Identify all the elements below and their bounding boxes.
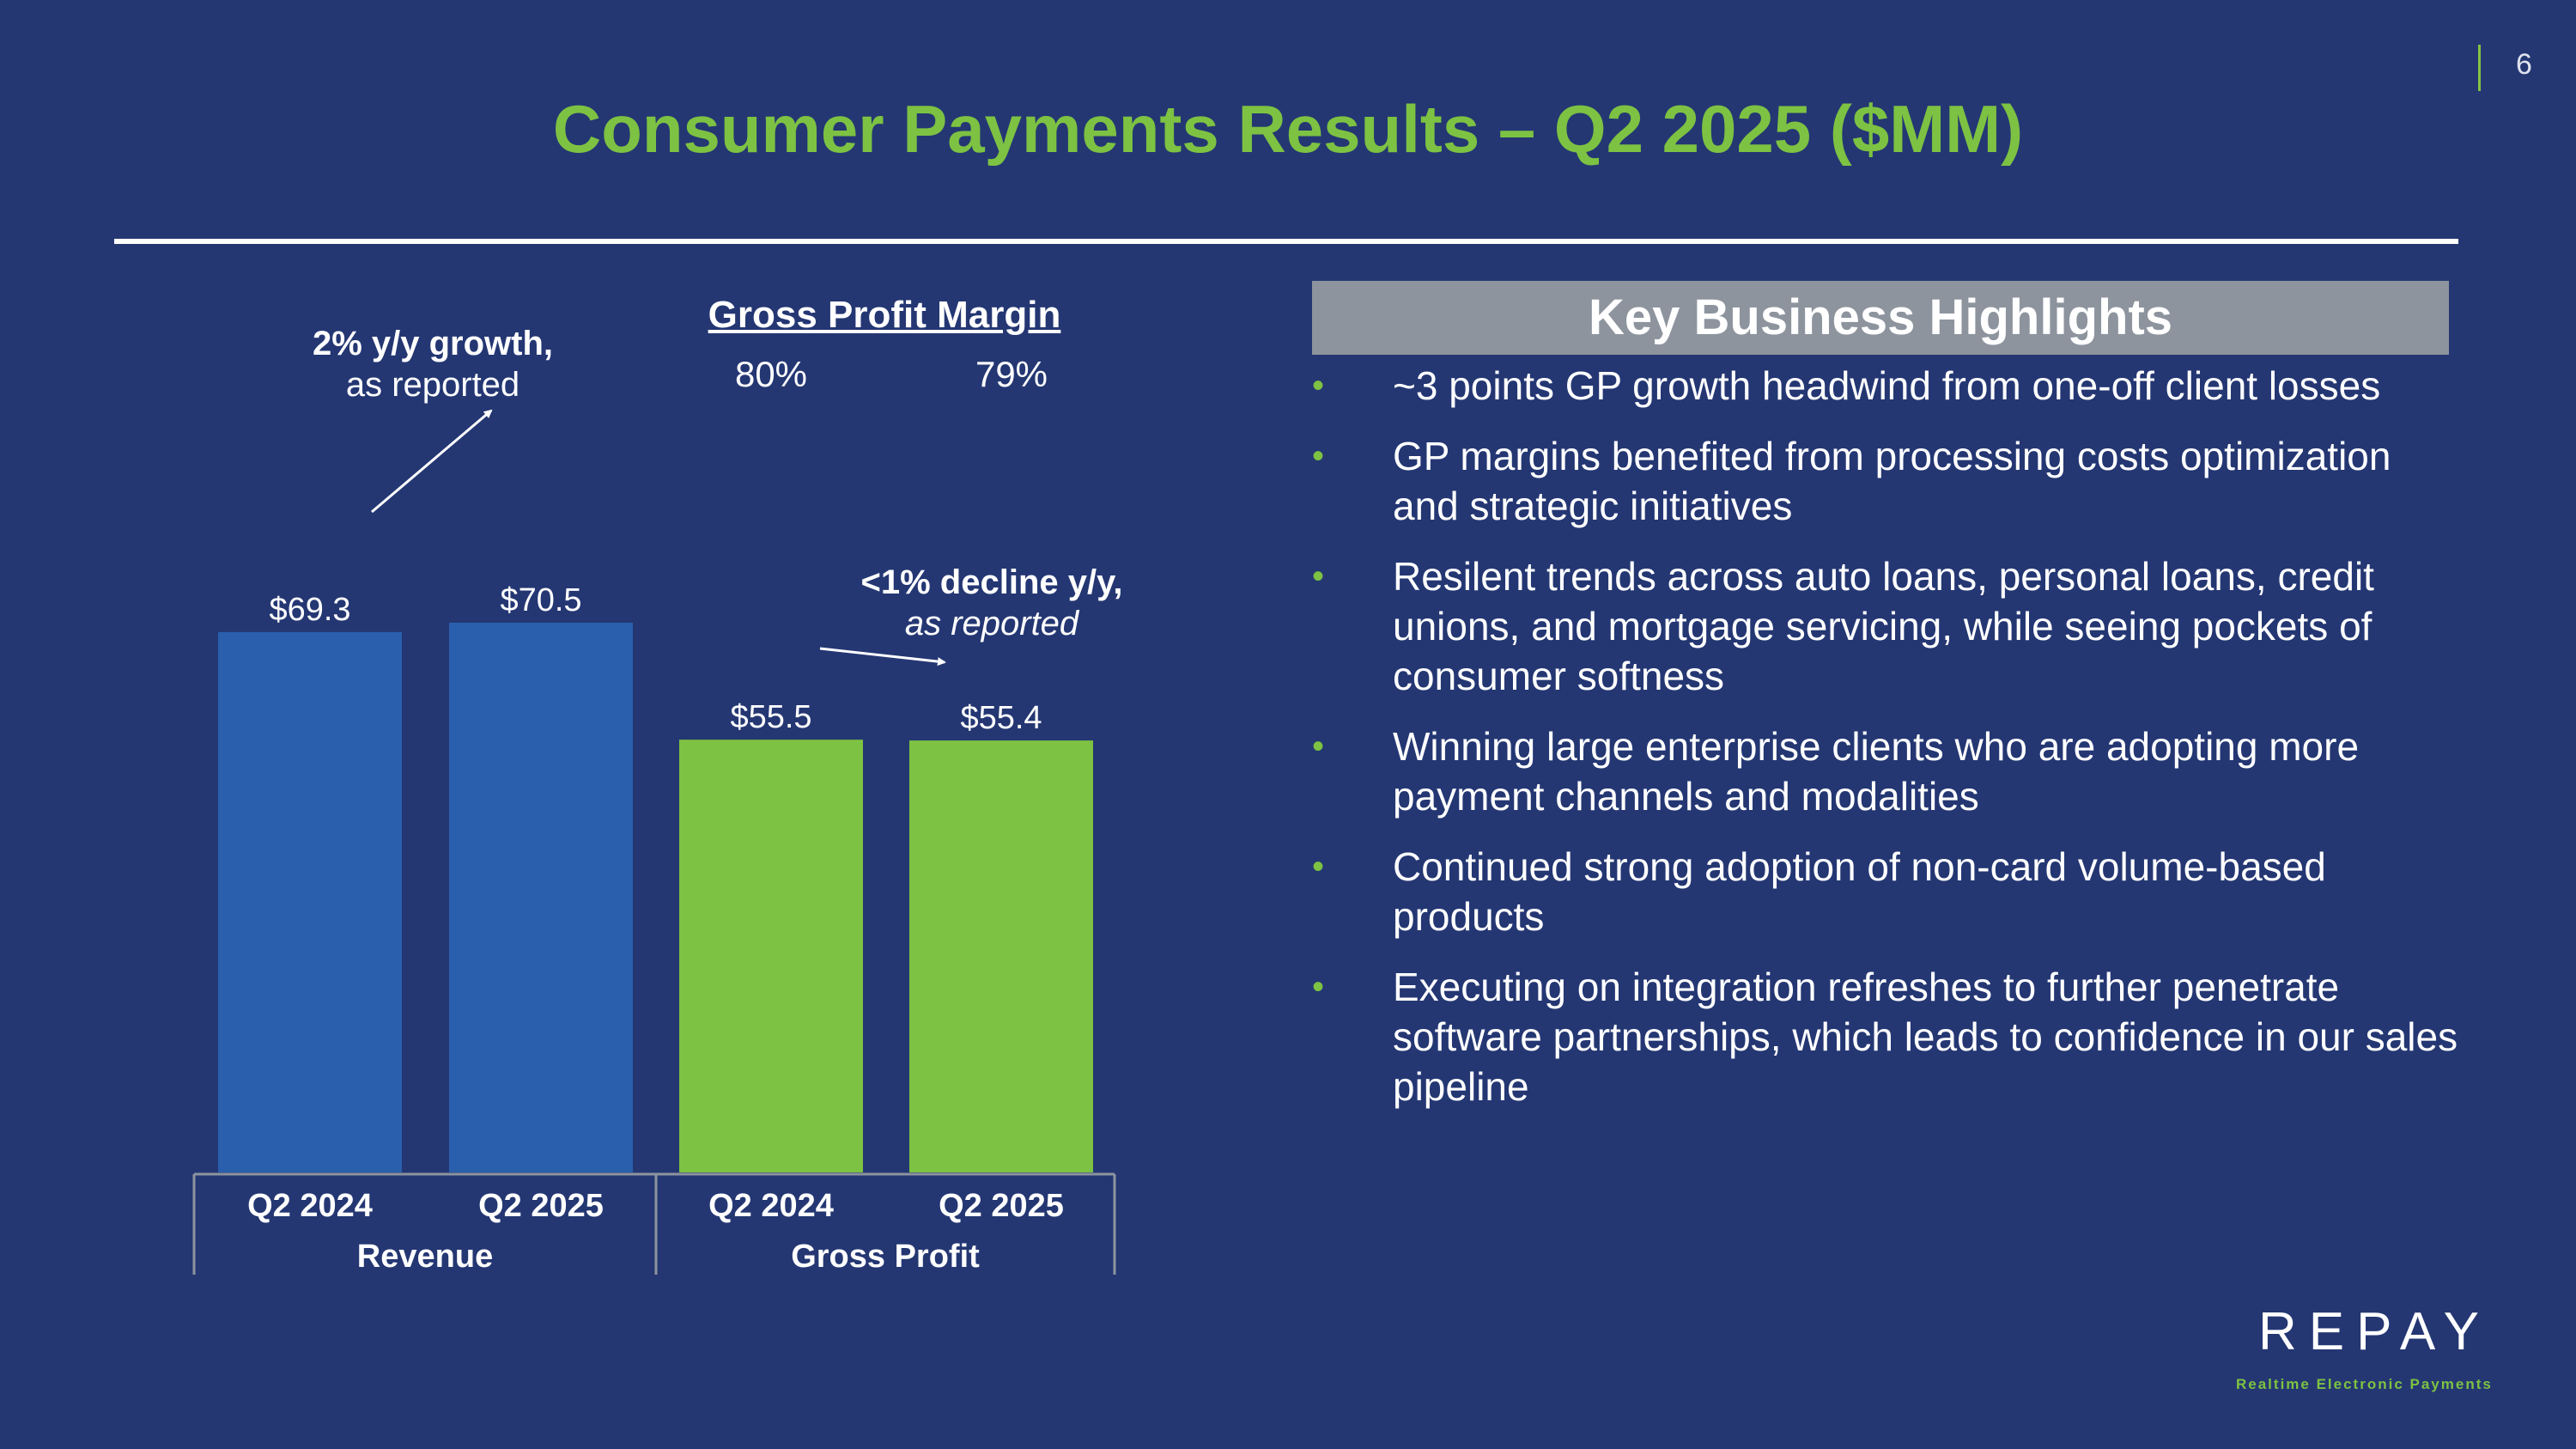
data-label-revenue-q2-2025: $70.5 [500,582,581,618]
highlight-text: GP margins benefited from processing cos… [1393,434,2391,528]
gp-decline-text: <1% decline y/y, [860,563,1123,601]
data-label-gross-profit-q2-2024: $55.5 [730,699,811,735]
bar-revenue-q2-2025 [449,623,633,1172]
highlight-text: Resilent trends across auto loans, perso… [1393,554,2374,698]
page-number: 6 [2516,48,2532,81]
highlights-list: • ~3 points GP growth headwind from one-o… [1312,361,2463,1132]
repay-logo-tagline: Realtime Electronic Payments [2236,1376,2493,1392]
title-divider [114,239,2458,244]
bullet-icon: • [1312,557,1325,595]
revenue-growth-arrow [371,409,493,514]
group-label-gross-profit: Gross Profit [791,1239,980,1275]
tick-label-revenue-q2-2024: Q2 2024 [247,1188,373,1224]
page-title: Consumer Payments Results – Q2 2025 ($MM… [552,91,2024,167]
repay-logo: REPAY [2258,1302,2491,1361]
bullet-icon: • [1312,437,1325,475]
bar-gross-profit-q2-2024 [679,740,863,1172]
bullet-icon: • [1312,367,1325,405]
highlight-item: • ~3 points GP growth headwind from one-o… [1312,361,2463,411]
gross-profit-margin-q2-2024: 80% [734,354,808,394]
bar-revenue-q2-2024 [218,631,402,1172]
highlight-item: • Executing on integration refreshes to f… [1312,962,2463,1111]
highlight-item: • GP margins benefited from processing co… [1312,431,2463,531]
page-number-divider [2478,45,2481,91]
highlights-title: Key Business Highlights [1312,281,2449,355]
revenue-growth-text: 2% y/y growth, [312,325,554,362]
highlight-text: ~3 points GP growth headwind from one-of… [1393,363,2381,408]
highlight-item: • Continued strong adoption of non-card v… [1312,842,2463,941]
bar-gross-profit-q2-2025 [909,740,1093,1172]
highlight-text: Winning large enterprise clients who are… [1393,724,2360,819]
gross-profit-margin-title: Gross Profit Margin [708,294,1061,336]
data-label-gross-profit-q2-2025: $55.4 [960,700,1042,736]
gp-decline-arrow [819,647,946,667]
gp-decline-subtext: as reported [904,605,1079,642]
tick-label-revenue-q2-2025: Q2 2025 [478,1188,604,1224]
tick-label-gross-profit-q2-2024: Q2 2024 [708,1188,834,1224]
data-label-revenue-q2-2024: $69.3 [269,592,350,628]
bullet-icon: • [1312,968,1325,1006]
highlight-item: • Resilent trends across auto loans, pers… [1312,551,2463,701]
bullet-icon: • [1312,728,1325,765]
revenue-growth-annotation: 2% y/y growth, as reported [261,323,605,405]
gross-profit-margin-q2-2025: 79% [975,354,1048,394]
highlight-text: Continued strong adoption of non-card vo… [1393,844,2326,939]
tick-label-gross-profit-q2-2025: Q2 2025 [939,1188,1064,1224]
highlight-item: • Winning large enterprise clients who ar… [1312,721,2463,821]
gp-decline-annotation: <1% decline y/y, as reported [820,562,1163,644]
revenue-growth-subtext: as reported [345,366,520,404]
bullet-icon: • [1312,848,1325,886]
bar-chart: $69.3 $70.5 $55.5 $55.4 Q2 2024 Q2 2025 Q2 20… [192,409,1116,1275]
group-label-revenue: Revenue [357,1239,493,1275]
highlight-text: Executing on integration refreshes to fu… [1393,965,2458,1109]
